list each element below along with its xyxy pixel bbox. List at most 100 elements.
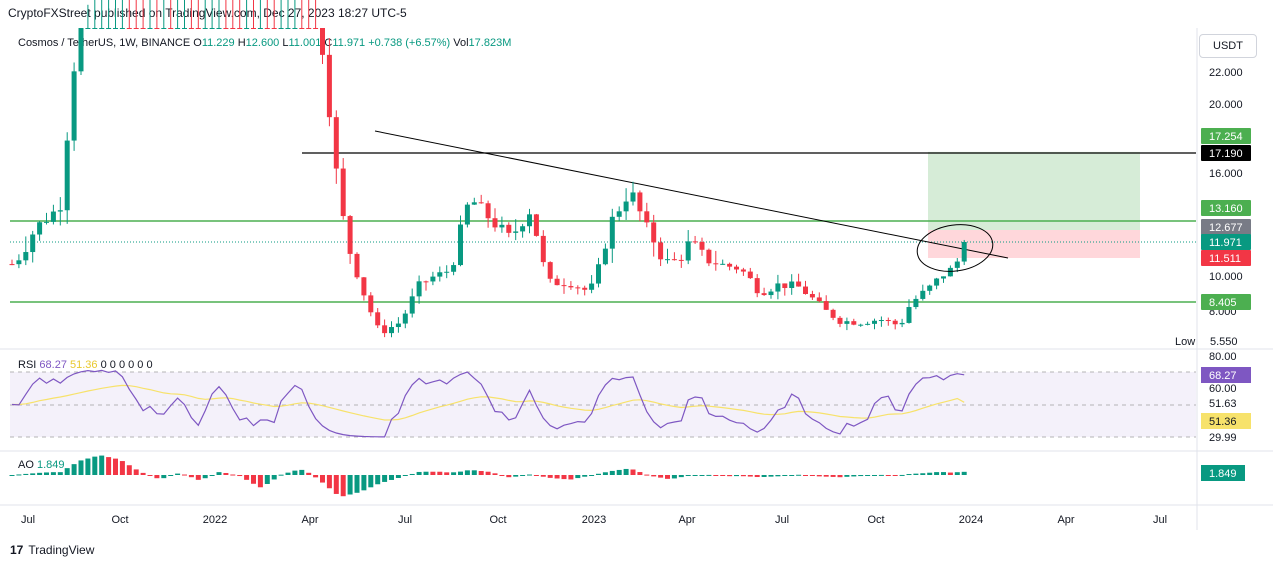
candle-body bbox=[885, 320, 891, 322]
candle-body bbox=[361, 277, 367, 296]
candle-body bbox=[188, 28, 194, 29]
price-tag bbox=[1201, 145, 1251, 161]
ao-bar bbox=[264, 475, 270, 484]
ao-bar bbox=[30, 473, 36, 475]
candle-body bbox=[306, 28, 312, 29]
ao-bar bbox=[313, 475, 319, 478]
ao-bar bbox=[278, 474, 284, 476]
ao-bar bbox=[837, 475, 843, 478]
candle-body bbox=[113, 28, 118, 29]
candle-body bbox=[961, 242, 967, 262]
ao-bar bbox=[147, 475, 153, 476]
candle-body bbox=[237, 28, 243, 29]
symbol-name[interactable]: Cosmos / TetherUS, 1W, BINANCE bbox=[18, 37, 191, 49]
candle-body bbox=[740, 269, 746, 272]
candle-body bbox=[333, 117, 339, 169]
candle-body bbox=[64, 140, 70, 211]
candle-body bbox=[175, 28, 181, 29]
candle-body bbox=[216, 28, 222, 29]
price-tag bbox=[1201, 219, 1251, 235]
ao-bar bbox=[740, 475, 746, 477]
ao-bar bbox=[706, 474, 712, 476]
tradingview-logo-icon: 17 bbox=[10, 543, 24, 557]
candle-body bbox=[251, 28, 256, 29]
ao-bar bbox=[92, 456, 98, 475]
time-axis-label: Jul bbox=[1153, 514, 1167, 526]
footer-brand[interactable]: TradingView bbox=[28, 543, 95, 557]
price-tag-label: 11.971 bbox=[1209, 237, 1242, 249]
ao-bar bbox=[202, 475, 208, 479]
ao-bar bbox=[892, 475, 898, 476]
candle-body bbox=[768, 291, 774, 296]
low-label: L bbox=[282, 37, 289, 49]
candle-body bbox=[209, 28, 215, 29]
close-label: C bbox=[324, 37, 333, 49]
ao-bar bbox=[671, 475, 677, 479]
price-tag bbox=[1201, 294, 1251, 310]
time-axis-label: Jul bbox=[21, 514, 35, 526]
ao-bar bbox=[237, 475, 243, 477]
ao-bar bbox=[803, 475, 808, 476]
ao-bar bbox=[78, 460, 84, 475]
ao-bar bbox=[609, 470, 615, 475]
candle-body bbox=[554, 278, 560, 286]
ao-bar bbox=[575, 475, 581, 479]
candle-body bbox=[775, 283, 781, 292]
time-axis-label: Oct bbox=[489, 514, 506, 526]
ao-bar bbox=[699, 475, 705, 476]
price-tag-label: 12.677 bbox=[1209, 222, 1243, 234]
rsi-line bbox=[11, 369, 965, 438]
candle-body bbox=[299, 28, 305, 29]
ao-bar bbox=[665, 475, 670, 479]
rsi-label: RSI bbox=[18, 359, 37, 371]
ao-bar bbox=[499, 475, 505, 476]
price-tag bbox=[1201, 234, 1251, 250]
ao-bar bbox=[630, 469, 636, 475]
candle-body bbox=[230, 28, 236, 29]
ao-bar bbox=[126, 465, 132, 475]
ao-bar bbox=[209, 475, 215, 476]
high-value: 12.600 bbox=[245, 37, 280, 49]
candle-body bbox=[389, 327, 394, 334]
candle-body bbox=[506, 224, 512, 233]
candle-body bbox=[313, 28, 319, 29]
candle-body bbox=[16, 260, 22, 265]
candle-body bbox=[223, 28, 229, 29]
currency-button[interactable]: USDT bbox=[1199, 34, 1257, 58]
ao-bar bbox=[782, 475, 788, 476]
ao-bar bbox=[713, 475, 719, 476]
ao-bar bbox=[809, 475, 815, 476]
candle-body bbox=[665, 259, 670, 261]
candle-body bbox=[782, 283, 788, 289]
candle-body bbox=[547, 262, 553, 279]
ao-bar bbox=[71, 464, 77, 475]
candle-body bbox=[865, 323, 871, 325]
ao-bar bbox=[292, 470, 298, 475]
candle-body bbox=[830, 309, 836, 318]
candle-body bbox=[375, 312, 381, 326]
candle-body bbox=[71, 71, 77, 141]
ao-bar bbox=[140, 472, 146, 475]
ao-bar bbox=[464, 470, 470, 475]
ao-bar bbox=[920, 473, 926, 475]
candle-body bbox=[50, 211, 56, 222]
candle-body bbox=[23, 252, 29, 261]
rsi-ma-tag bbox=[1201, 413, 1251, 429]
rsi-value-tag bbox=[1201, 367, 1251, 383]
price-tag-label: 17.190 bbox=[1209, 148, 1243, 160]
ao-bar bbox=[865, 475, 871, 476]
ao-bar bbox=[678, 475, 684, 478]
ao-bar bbox=[747, 475, 753, 477]
ao-bar bbox=[844, 475, 850, 477]
candle-body bbox=[706, 249, 712, 264]
candle-body bbox=[78, 28, 84, 72]
candle-body bbox=[140, 28, 146, 29]
ao-bar bbox=[906, 474, 912, 476]
ao-bar bbox=[520, 475, 526, 476]
close-value: 11.971 bbox=[332, 37, 366, 49]
ao-bar bbox=[444, 472, 450, 475]
candle-body bbox=[623, 201, 629, 212]
candle-body bbox=[858, 324, 864, 326]
candle-body bbox=[368, 295, 374, 313]
